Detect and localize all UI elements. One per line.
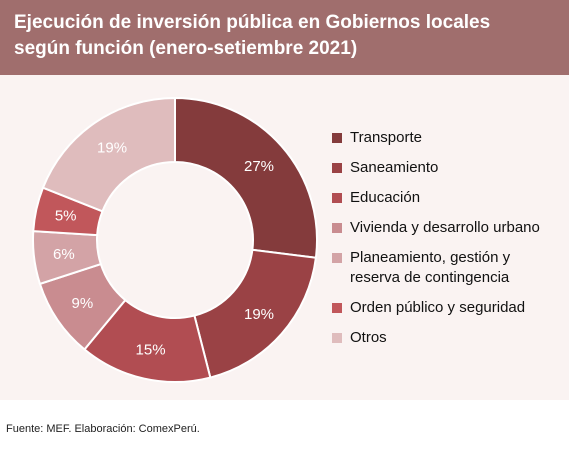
legend-swatch <box>332 303 342 313</box>
legend-label: Educación <box>350 189 421 206</box>
legend-label: Orden público y seguridad <box>350 299 526 316</box>
legend-label: Vivienda y desarrollo urbano <box>350 219 540 236</box>
chart-title: según función (enero-setiembre 2021) <box>14 38 358 59</box>
chart-title: Ejecución de inversión pública en Gobier… <box>14 12 491 33</box>
legend-item: Vivienda y desarrollo urbano <box>332 218 554 238</box>
data-label: 9% <box>72 295 94 312</box>
data-label: 19% <box>244 306 274 323</box>
legend-item: Transporte <box>332 128 554 148</box>
data-label: 15% <box>136 341 166 358</box>
legend-label: Otros <box>350 329 387 346</box>
donut-slice <box>174 96 318 259</box>
legend-item: Planeamiento, gestión y reserva de conti… <box>332 248 554 288</box>
legend-label: Transporte <box>350 129 422 146</box>
legend-swatch <box>332 223 342 233</box>
data-label: 6% <box>53 246 75 263</box>
legend-item: Educación <box>332 188 554 208</box>
legend-label: Saneamiento <box>350 159 439 176</box>
legend-swatch <box>332 163 342 173</box>
donut-slice <box>193 248 317 379</box>
legend-item: Orden público y seguridad <box>332 298 554 318</box>
donut-slice <box>41 96 176 213</box>
legend-swatch <box>332 193 342 203</box>
data-label: 27% <box>244 158 274 175</box>
data-label: 5% <box>55 208 77 225</box>
legend-swatch <box>332 253 342 263</box>
data-label: 19% <box>97 139 127 156</box>
legend-label: Planeamiento, gestión y reserva de conti… <box>350 249 511 286</box>
legend-item: Saneamiento <box>332 158 554 178</box>
title-banner: Ejecución de inversión pública en Gobier… <box>0 0 569 75</box>
legend-swatch <box>332 333 342 343</box>
legend: Transporte Saneamiento Educación Vivienda y… <box>332 128 554 358</box>
legend-item: Otros <box>332 328 554 348</box>
legend-swatch <box>332 133 342 143</box>
source-note: Fuente: MEF. Elaboración: ComexPerú. <box>6 423 200 435</box>
